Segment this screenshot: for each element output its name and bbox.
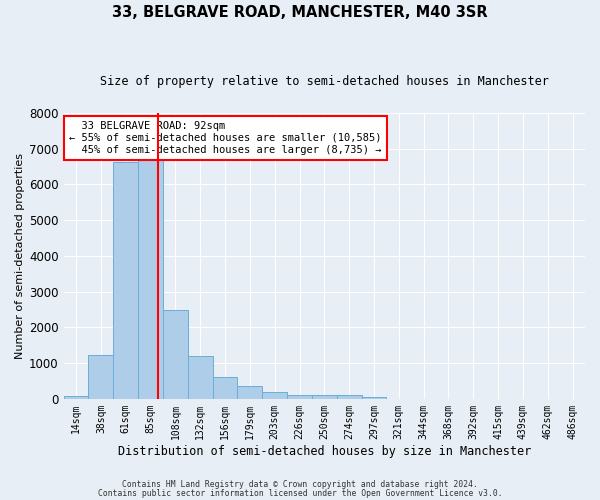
Text: Contains public sector information licensed under the Open Government Licence v3: Contains public sector information licen… (98, 488, 502, 498)
Bar (287, 394, 312, 399)
X-axis label: Distribution of semi-detached houses by size in Manchester: Distribution of semi-detached houses by … (118, 444, 531, 458)
Bar (312, 396, 337, 399)
Bar (88, 355, 113, 399)
Bar (337, 396, 362, 399)
Text: 33, BELGRAVE ROAD, MANCHESTER, M40 3SR: 33, BELGRAVE ROAD, MANCHESTER, M40 3SR (112, 5, 488, 20)
Bar (64, 396, 88, 399)
Text: Contains HM Land Registry data © Crown copyright and database right 2024.: Contains HM Land Registry data © Crown c… (122, 480, 478, 489)
Bar (238, 386, 262, 399)
Bar (113, 162, 138, 399)
Bar (212, 378, 238, 399)
Title: Size of property relative to semi-detached houses in Manchester: Size of property relative to semi-detach… (100, 75, 549, 88)
Bar (138, 158, 163, 399)
Bar (362, 396, 386, 399)
Bar (188, 356, 212, 399)
Bar (262, 392, 287, 399)
Bar (163, 310, 188, 399)
Text: 33 BELGRAVE ROAD: 92sqm
← 55% of semi-detached houses are smaller (10,585)
  45%: 33 BELGRAVE ROAD: 92sqm ← 55% of semi-de… (69, 122, 382, 154)
Y-axis label: Number of semi-detached properties: Number of semi-detached properties (15, 153, 25, 359)
